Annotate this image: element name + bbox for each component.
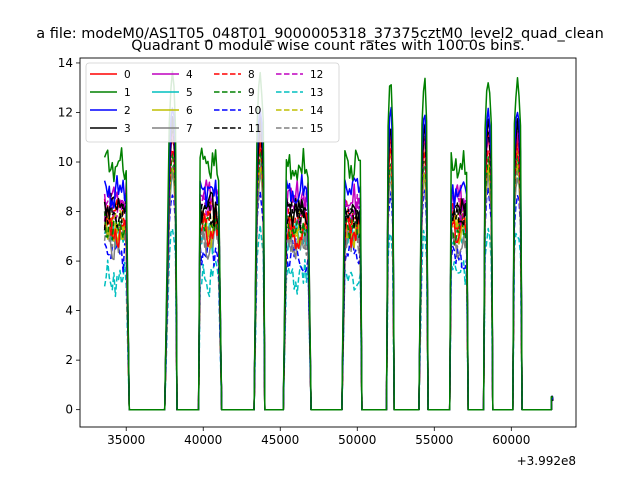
legend-label-14: 14 [310,105,324,117]
y-axis: 0 2 4 6 8 10 12 14 [58,56,80,417]
legend-label-7: 7 [186,123,193,135]
y-tick-label: 6 [65,254,73,268]
x-tick-label: 60000 [492,433,530,447]
legend-label-4: 4 [186,69,193,81]
x-tick-label: 45000 [261,433,299,447]
legend-label-5: 5 [186,87,193,99]
x-tick-label: 50000 [338,433,376,447]
legend-label-2: 2 [124,105,131,117]
legend-label-1: 1 [124,87,131,99]
y-tick-label: 2 [65,353,73,367]
plot-frame [79,57,577,428]
series-line-10 [103,186,554,411]
y-tick-label: 14 [58,56,73,70]
x-axis: 35000 40000 45000 50000 55000 60000 [107,427,530,447]
chart-title: Quadrant 0 module wise count rates with … [131,38,525,54]
x-tick-label: 55000 [415,433,453,447]
legend-label-15: 15 [310,123,323,135]
legend-label-6: 6 [186,105,193,117]
y-tick-label: 12 [58,105,73,119]
x-tick-label: 35000 [107,433,145,447]
legend-label-3: 3 [124,123,131,135]
legend-label-11: 11 [248,123,261,135]
legend-label-10: 10 [248,105,261,117]
legend-label-12: 12 [310,69,323,81]
x-offset-label: +3.992e8 [517,454,576,468]
series-line-7 [103,170,554,411]
y-tick-label: 10 [58,155,73,169]
series-line-9 [103,150,554,411]
figure-suptitle: a file: modeM0/AS1T05_048T01_9000005318_… [36,26,604,42]
y-tick-label: 4 [65,304,73,318]
legend-box [85,62,340,143]
series-line-13 [103,224,554,411]
legend-label-9: 9 [248,87,255,99]
legend-label-8: 8 [248,69,255,81]
legend-label-0: 0 [124,69,131,81]
legend-label-13: 13 [310,87,323,99]
y-tick-label: 0 [65,403,73,417]
y-tick-label: 8 [65,205,73,219]
x-tick-label: 40000 [184,433,222,447]
